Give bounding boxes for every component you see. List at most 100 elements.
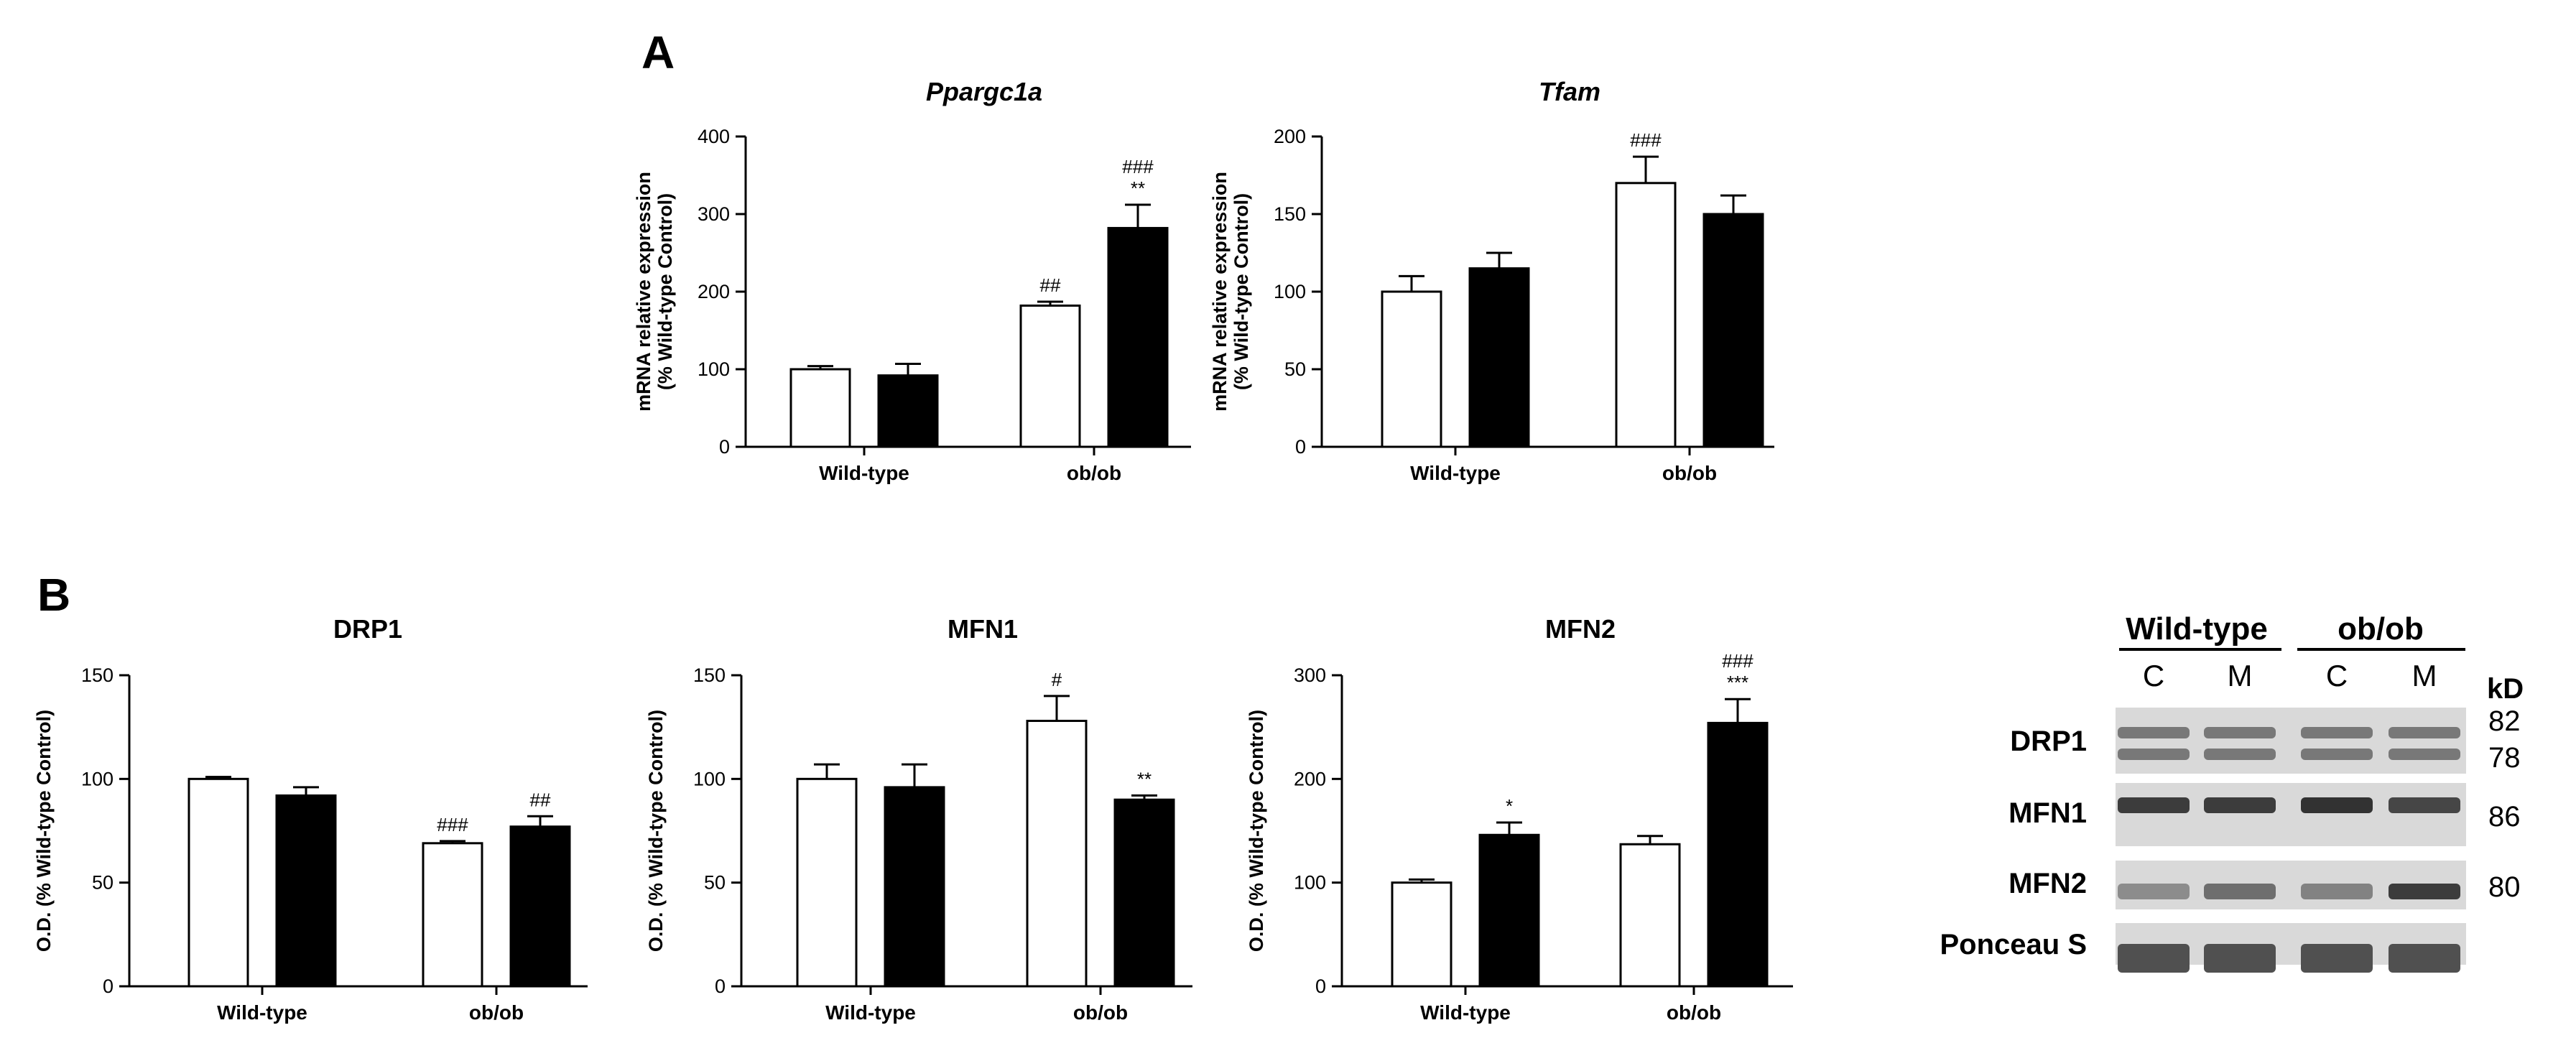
chart-mfn2: MFN2 0 100 200 300 O.D. (% Wild-type Control)…	[1246, 614, 1793, 1024]
blot-band	[2301, 749, 2373, 760]
blot-band	[2204, 727, 2276, 738]
bar-C-1	[1615, 182, 1677, 448]
blot-band	[2118, 944, 2190, 973]
blot-row-label: MFN1	[2009, 797, 2087, 829]
chart-title: Ppargc1a	[926, 77, 1042, 106]
x-category-label: Wild-type	[217, 1001, 307, 1024]
bar-C-1	[422, 842, 483, 988]
blot-band	[2118, 749, 2190, 760]
x-category-label: Wild-type	[825, 1001, 916, 1024]
significance-label: ###	[1722, 650, 1753, 672]
y-axis-label: O.D. (% Wild-type Control)	[33, 710, 55, 952]
blot-kd-value: 78	[2488, 742, 2521, 774]
blot-row-label: DRP1	[2010, 726, 2087, 757]
significance-label: ##	[1040, 274, 1061, 296]
significance-label: ###	[1630, 129, 1662, 151]
blot-band	[2389, 944, 2460, 973]
significance-label: **	[1131, 177, 1145, 199]
blot-band	[2204, 749, 2276, 760]
chart-title: Tfam	[1539, 77, 1600, 106]
significance-label: ***	[1727, 672, 1748, 693]
blot-band	[2389, 797, 2460, 813]
y-tick-label: 0	[1315, 976, 1326, 997]
y-tick-label: 100	[1294, 872, 1326, 894]
chart-title: MFN2	[1545, 614, 1616, 644]
x-category-label: ob/ob	[1073, 1001, 1128, 1024]
blot-row-label: Ponceau S	[1940, 929, 2087, 960]
blot-row-label: MFN2	[2009, 868, 2087, 899]
x-category-label: ob/ob	[469, 1001, 524, 1024]
y-tick-label: 150	[693, 664, 726, 686]
blot-band	[2118, 727, 2190, 738]
y-axis-label: (% Wild-type Control)	[1231, 193, 1252, 390]
y-tick-label: 100	[1274, 281, 1306, 302]
blot-band	[2301, 944, 2373, 973]
bar-C-0	[187, 777, 249, 988]
bar-C-1	[1019, 304, 1081, 448]
y-axis-label: O.D. (% Wild-type Control)	[645, 710, 667, 952]
blot-row-ponceau-s: Ponceau S	[1940, 923, 2466, 973]
y-axis-label: (% Wild-type Control)	[654, 193, 676, 390]
significance-label: #	[1052, 669, 1062, 690]
blot-lane-label: C	[2143, 659, 2164, 692]
blot-band	[2204, 797, 2276, 813]
y-tick-label: 400	[698, 126, 730, 147]
chart-title: DRP1	[333, 614, 402, 644]
chart-mfn1: MFN1 0 50 100 150 O.D. (% Wild-type Control) W…	[645, 614, 1192, 1024]
y-tick-label: 100	[698, 358, 730, 380]
blot-lane-label: M	[2412, 659, 2437, 692]
blot-row-drp1: DRP1 82 78	[2010, 705, 2521, 774]
x-category-label: ob/ob	[1662, 462, 1717, 484]
y-tick-label: 200	[1274, 126, 1306, 147]
y-tick-label: 300	[698, 203, 730, 225]
bar-M-0	[1478, 833, 1540, 988]
blot-band	[2389, 727, 2460, 738]
x-category-label: Wild-type	[1410, 462, 1501, 484]
bar-M-1	[1702, 213, 1764, 448]
x-category-label: ob/ob	[1667, 1001, 1721, 1024]
bar-C-0	[1381, 290, 1442, 448]
x-category-label: Wild-type	[819, 462, 909, 484]
y-tick-label: 300	[1294, 664, 1326, 686]
blot-lane-label: M	[2228, 659, 2253, 692]
y-tick-label: 150	[1274, 203, 1306, 225]
blot-group-label: ob/ob	[2338, 611, 2424, 647]
y-tick-label: 50	[92, 872, 113, 894]
y-tick-label: 0	[715, 976, 726, 997]
bar-C-0	[789, 368, 851, 448]
y-tick-label: 200	[698, 281, 730, 302]
bar-C-1	[1619, 843, 1681, 988]
chart-ppargc1a: Ppargc1a 0 100 200 300 400 mRNA relative expre…	[633, 77, 1191, 484]
blot-kd-header: kD	[2487, 673, 2524, 705]
blot-band	[2301, 797, 2373, 813]
panel-letter-a: A	[641, 27, 675, 78]
y-axis-label: mRNA relative expression	[633, 172, 654, 412]
blot-kd-value: 82	[2488, 705, 2521, 737]
y-tick-label: 50	[704, 872, 726, 894]
bar-M-1	[509, 825, 571, 988]
significance-label: **	[1137, 768, 1152, 789]
blot-row-mfn1: MFN1 86	[2009, 783, 2521, 846]
significance-label: ##	[530, 789, 551, 810]
blot-lane-label: C	[2326, 659, 2348, 692]
bar-M-1	[1707, 721, 1769, 988]
bar-C-1	[1026, 720, 1088, 988]
y-tick-label: 100	[81, 768, 113, 789]
blot-row-mfn2: MFN2 80	[2009, 861, 2521, 909]
blot-kd-value: 86	[2488, 801, 2521, 833]
blot-membrane	[2116, 708, 2466, 774]
y-axis-label: mRNA relative expression	[1209, 172, 1231, 412]
blot-band	[2118, 884, 2190, 899]
blot-membrane	[2116, 783, 2466, 846]
blot-band	[2301, 727, 2373, 738]
chart-title: MFN1	[948, 614, 1018, 644]
bar-M-0	[275, 794, 337, 988]
bar-M-1	[1113, 798, 1175, 988]
panel-letter-b: B	[37, 569, 70, 621]
y-tick-label: 100	[693, 768, 726, 789]
blot-band	[2204, 944, 2276, 973]
significance-label: ###	[1122, 156, 1154, 177]
x-category-label: ob/ob	[1067, 462, 1121, 484]
